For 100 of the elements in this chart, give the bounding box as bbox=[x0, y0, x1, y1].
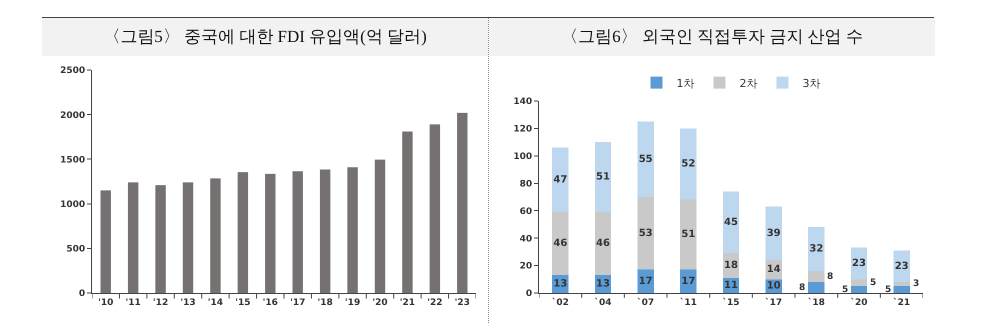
y-tick-label: 60 bbox=[520, 206, 532, 217]
legend-label: 1차 bbox=[676, 76, 694, 90]
data-label: 13 bbox=[553, 278, 568, 290]
data-label: 5 bbox=[842, 285, 848, 295]
bar bbox=[320, 169, 330, 293]
data-label: 51 bbox=[681, 229, 696, 240]
x-tick-label: '18 bbox=[318, 298, 333, 308]
x-tick-label: `07 bbox=[637, 296, 654, 308]
x-tick-label: '20 bbox=[372, 298, 388, 308]
x-tick-label: `04 bbox=[594, 296, 612, 308]
bar bbox=[457, 112, 468, 293]
bar bbox=[128, 182, 138, 293]
bar bbox=[347, 167, 358, 293]
x-tick-label: '10 bbox=[98, 298, 114, 308]
y-tick-label: 2500 bbox=[60, 66, 86, 76]
bar bbox=[680, 128, 696, 200]
bar bbox=[265, 174, 276, 293]
x-tick-label: '22 bbox=[427, 298, 442, 308]
chart-title: 〈그림6〉 외국인 직접투자 금지 산업 수 bbox=[489, 18, 935, 56]
y-tick-label: 2000 bbox=[60, 110, 86, 121]
bar bbox=[808, 271, 824, 282]
x-tick-label: '21 bbox=[400, 298, 416, 308]
x-tick-label: '19 bbox=[344, 298, 360, 308]
bar bbox=[292, 171, 303, 293]
data-label: 11 bbox=[724, 280, 738, 291]
x-tick-label: `02 bbox=[552, 296, 569, 308]
bar bbox=[638, 197, 654, 270]
data-label: 18 bbox=[724, 260, 738, 272]
y-tick-label: 1000 bbox=[60, 200, 86, 210]
bar bbox=[638, 122, 654, 197]
data-label: 51 bbox=[596, 172, 610, 183]
y-tick-label: 100 bbox=[513, 152, 532, 162]
x-tick-label: '13 bbox=[180, 298, 196, 308]
x-tick-label: '12 bbox=[152, 298, 168, 308]
x-tick-label: '15 bbox=[235, 298, 250, 308]
data-label: 46 bbox=[553, 238, 568, 250]
legend-label: 3차 bbox=[802, 76, 820, 90]
bar bbox=[808, 227, 824, 272]
bar bbox=[430, 124, 440, 293]
x-tick-label: '23 bbox=[454, 298, 470, 308]
x-tick-label: '14 bbox=[208, 298, 224, 308]
data-label: 23 bbox=[894, 260, 909, 272]
data-label: 47 bbox=[553, 174, 568, 186]
y-tick-label: 80 bbox=[520, 179, 532, 190]
bar bbox=[155, 185, 166, 293]
y-tick-label: 120 bbox=[513, 124, 532, 135]
data-label: 8 bbox=[827, 272, 834, 282]
data-label: 10 bbox=[766, 280, 781, 292]
bar bbox=[594, 142, 612, 212]
data-label: 5 bbox=[885, 285, 892, 295]
data-label: 52 bbox=[681, 158, 696, 170]
bar bbox=[100, 190, 111, 293]
bar bbox=[680, 270, 696, 293]
data-label: 46 bbox=[596, 238, 610, 250]
bar bbox=[402, 132, 413, 293]
data-label: 55 bbox=[638, 154, 653, 165]
bar bbox=[210, 178, 221, 293]
x-tick-label: `20 bbox=[850, 296, 868, 308]
x-tick-label: `18 bbox=[808, 296, 825, 308]
data-label: 17 bbox=[681, 276, 696, 287]
bar bbox=[552, 212, 568, 276]
y-tick-label: 1500 bbox=[60, 155, 86, 166]
bar bbox=[894, 250, 910, 282]
data-label: 53 bbox=[638, 228, 653, 239]
bar bbox=[894, 282, 910, 286]
bar bbox=[594, 212, 612, 276]
bar bbox=[808, 282, 824, 293]
x-tick-label: `15 bbox=[722, 296, 740, 308]
data-label: 5 bbox=[870, 278, 876, 288]
data-label: 13 bbox=[596, 278, 610, 290]
x-tick-label: `11 bbox=[680, 296, 697, 308]
bar bbox=[722, 192, 740, 254]
data-label: 3 bbox=[913, 279, 920, 289]
chart-title: 〈그림5〉 중국에 대한 FDI 유입액(억 달러) bbox=[42, 18, 488, 56]
data-label: 23 bbox=[852, 258, 866, 270]
bar bbox=[238, 172, 248, 293]
data-label: 32 bbox=[809, 244, 824, 255]
bar bbox=[680, 200, 696, 270]
bar bbox=[182, 182, 194, 293]
bar bbox=[766, 206, 782, 260]
bar bbox=[374, 160, 386, 293]
bar bbox=[850, 279, 868, 286]
y-tick-label: 20 bbox=[520, 262, 532, 272]
y-tick-label: 0 bbox=[526, 289, 532, 300]
data-label: 17 bbox=[638, 276, 653, 287]
bar bbox=[850, 286, 868, 293]
x-tick-label: '17 bbox=[290, 298, 306, 308]
bar bbox=[894, 286, 910, 293]
data-label: 39 bbox=[766, 228, 781, 239]
x-tick-label: '11 bbox=[126, 298, 141, 308]
x-tick-label: `17 bbox=[765, 296, 782, 308]
bar bbox=[552, 148, 568, 212]
data-label: 14 bbox=[766, 264, 781, 276]
y-tick-label: 500 bbox=[66, 244, 86, 255]
x-tick-label: `21 bbox=[893, 296, 910, 308]
data-label: 45 bbox=[724, 216, 738, 228]
data-label: 8 bbox=[799, 283, 806, 293]
x-tick-label: '16 bbox=[262, 298, 278, 308]
legend-label: 2차 bbox=[740, 76, 758, 90]
y-tick-label: 40 bbox=[520, 234, 532, 244]
